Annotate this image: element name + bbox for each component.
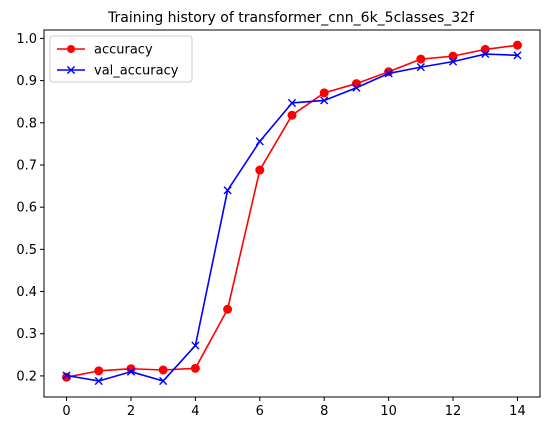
series-line-accuracy <box>66 44 518 378</box>
x-tick-label: 12 <box>445 404 462 419</box>
marker-stroke <box>191 341 200 350</box>
marker-stroke <box>94 376 103 386</box>
marker-stroke <box>126 367 136 376</box>
y-tick-label: 0.3 <box>16 327 37 342</box>
data-point-val-accuracy <box>255 137 264 146</box>
marker-stroke <box>416 63 425 72</box>
data-point-accuracy <box>126 364 136 374</box>
data-point-val-accuracy <box>320 96 329 105</box>
marker-stroke <box>255 137 264 146</box>
marker-stroke <box>159 376 168 386</box>
data-point-val-accuracy <box>481 49 490 59</box>
data-point-val-accuracy <box>416 63 425 72</box>
data-point-val-accuracy <box>191 341 200 350</box>
y-tick-label: 0.7 <box>16 158 37 173</box>
legend-marker-val-accuracy <box>66 65 76 75</box>
x-tick-label: 10 <box>380 404 397 419</box>
marker-stroke <box>513 51 522 60</box>
data-point-val-accuracy <box>448 57 458 66</box>
data-point-accuracy <box>287 110 297 120</box>
y-tick-label: 0.5 <box>16 243 37 258</box>
data-point-accuracy <box>223 304 233 314</box>
chart-title: Training history of transformer_cnn_6k_5… <box>107 10 475 26</box>
data-point-accuracy <box>512 40 522 50</box>
x-tick-label: 8 <box>320 404 328 419</box>
legend: accuracy val_accuracy <box>49 35 193 83</box>
y-tick-label: 0.2 <box>16 369 37 384</box>
x-tick-label: 4 <box>191 404 199 419</box>
y-tick-label: 0.8 <box>16 116 37 131</box>
data-point-accuracy <box>94 366 104 376</box>
y-tick-label: 0.4 <box>16 285 37 300</box>
data-point-val-accuracy <box>159 376 168 386</box>
x-tick-label: 2 <box>127 404 135 419</box>
marker-stroke <box>287 98 297 108</box>
data-point-accuracy <box>158 365 168 375</box>
y-tick-label: 0.6 <box>16 201 37 216</box>
data-point-accuracy <box>448 51 458 61</box>
legend-label-accuracy: accuracy <box>94 43 153 58</box>
data-point-val-accuracy <box>384 69 393 78</box>
data-point-accuracy <box>190 363 200 373</box>
data-point-val-accuracy <box>352 83 361 92</box>
data-point-val-accuracy <box>287 98 297 108</box>
x-tick-label: 0 <box>62 404 70 419</box>
legend-marker-accuracy <box>67 45 75 53</box>
data-point-accuracy <box>416 54 426 64</box>
marker-stroke <box>223 186 232 195</box>
legend-label-val-accuracy: val_accuracy <box>94 64 179 79</box>
data-point-val-accuracy <box>62 371 71 380</box>
x-tick-label: 6 <box>256 404 264 419</box>
data-point-val-accuracy <box>94 376 103 386</box>
marker-stroke <box>62 371 71 380</box>
data-point-val-accuracy <box>513 51 522 60</box>
marker-stroke <box>352 83 361 92</box>
y-tick-label: 1.0 <box>16 32 37 47</box>
data-point-val-accuracy <box>126 367 136 376</box>
plot-area: 0 2 4 6 8 10 12 14 0.2 0.3 0.4 0.5 0.6 0.7 0.8 0.9 1.0 <box>16 29 541 419</box>
axes-frame <box>43 29 541 398</box>
y-tick-label: 0.9 <box>16 74 37 89</box>
marker-stroke <box>66 65 76 75</box>
marker-stroke <box>481 49 490 59</box>
marker-stroke <box>320 96 329 105</box>
marker-stroke <box>448 57 458 66</box>
data-point-accuracy <box>62 372 72 382</box>
data-point-accuracy <box>255 165 265 175</box>
data-point-val-accuracy <box>223 186 232 195</box>
marker-stroke <box>384 69 393 78</box>
x-tick-label: 14 <box>509 404 526 419</box>
data-point-accuracy <box>319 88 329 98</box>
legend-box <box>49 35 193 83</box>
